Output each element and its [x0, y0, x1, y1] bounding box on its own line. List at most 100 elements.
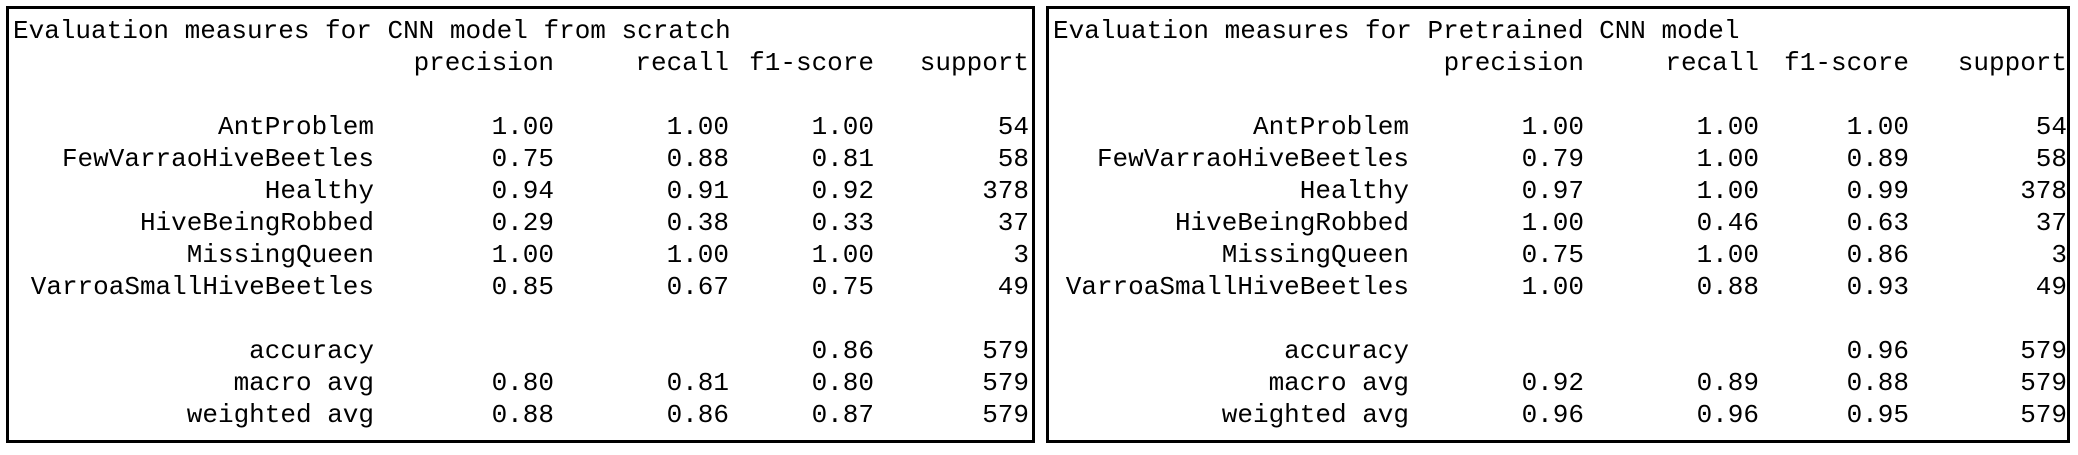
recall-cell: 1.00	[666, 112, 729, 142]
f1-score-cell: 0.87	[811, 400, 874, 430]
recall-cell: 0.88	[1696, 272, 1759, 302]
summary-row: weighted avg 0.96 0.96 0.95 579	[1049, 399, 2067, 431]
recall-cell	[554, 335, 729, 367]
class-row: FewVarraoHiveBeetles 0.79 1.00 0.89 58	[1049, 143, 2067, 175]
recall-cell: 1.00	[1696, 112, 1759, 142]
row-label-cell: Healthy	[264, 176, 374, 206]
class-row: VarroaSmallHiveBeetles 1.00 0.88 0.93 49	[1049, 271, 2067, 303]
support-cell: 49	[997, 272, 1029, 302]
recall-cell: 0.67	[666, 272, 729, 302]
f1-score-cell: 1.00	[811, 112, 874, 142]
support-cell: 378	[982, 176, 1029, 206]
row-label-cell: HiveBeingRobbed	[1174, 208, 1409, 238]
precision-cell: 0.96	[1521, 400, 1584, 430]
summary-row: macro avg 0.80 0.81 0.80 579	[9, 367, 1029, 399]
support-cell: support	[1957, 48, 2067, 78]
row-label-cell: MissingQueen	[186, 240, 374, 270]
support-cell: 54	[997, 112, 1029, 142]
class-row: HiveBeingRobbed 1.00 0.46 0.63 37	[1049, 207, 2067, 239]
precision-cell: precision	[1443, 48, 1584, 78]
f1-score-cell: f1-score	[1784, 48, 1909, 78]
summary-row: macro avg 0.92 0.89 0.88 579	[1049, 367, 2067, 399]
recall-cell: recall	[635, 48, 729, 78]
row-label-cell: FewVarraoHiveBeetles	[1096, 144, 1409, 174]
class-row: VarroaSmallHiveBeetles 0.85 0.67 0.75 49	[9, 271, 1029, 303]
f1-score-cell: 0.99	[1846, 176, 1909, 206]
f1-score-cell: 0.96	[1846, 336, 1909, 366]
precision-cell: 1.00	[1521, 272, 1584, 302]
row-label-cell: weighted avg	[186, 400, 374, 430]
spacer-row	[9, 303, 1029, 335]
classification-report-table: precision recall f1-score support AntProblem…	[1049, 47, 2067, 431]
recall-cell: 0.91	[666, 176, 729, 206]
precision-cell: 0.29	[491, 208, 554, 238]
f1-score-cell: 0.81	[811, 144, 874, 174]
f1-score-cell: f1-score	[749, 48, 874, 78]
support-cell: 579	[2020, 368, 2067, 398]
report-panel-pretrained: Evaluation measures for Pretrained CNN m…	[1046, 6, 2070, 443]
recall-cell: 1.00	[1696, 144, 1759, 174]
support-cell: 579	[982, 368, 1029, 398]
support-cell: 579	[2020, 336, 2067, 366]
precision-cell: 0.97	[1521, 176, 1584, 206]
support-cell: 3	[2051, 240, 2067, 270]
support-cell: 579	[982, 400, 1029, 430]
f1-score-cell: 0.93	[1846, 272, 1909, 302]
precision-cell: 0.88	[491, 400, 554, 430]
recall-cell: 0.86	[666, 400, 729, 430]
precision-cell: 0.75	[491, 144, 554, 174]
support-cell: 579	[982, 336, 1029, 366]
precision-cell: 0.92	[1521, 368, 1584, 398]
support-cell: 37	[2035, 208, 2067, 238]
header-row: precision recall f1-score support	[1049, 47, 2067, 79]
class-row: HiveBeingRobbed 0.29 0.38 0.33 37	[9, 207, 1029, 239]
f1-score-cell: 0.88	[1846, 368, 1909, 398]
recall-cell: recall	[1665, 48, 1759, 78]
class-row: MissingQueen 0.75 1.00 0.86 3	[1049, 239, 2067, 271]
summary-row: accuracy 0.86 579	[9, 335, 1029, 367]
row-label-cell: macro avg	[1268, 368, 1409, 398]
f1-score-cell: 0.75	[811, 272, 874, 302]
f1-score-cell: 0.89	[1846, 144, 1909, 174]
recall-cell: 0.46	[1696, 208, 1759, 238]
recall-cell: 0.89	[1696, 368, 1759, 398]
f1-score-cell: 1.00	[1846, 112, 1909, 142]
f1-score-cell: 1.00	[811, 240, 874, 270]
precision-cell: 0.94	[491, 176, 554, 206]
row-label-cell	[9, 47, 374, 79]
f1-score-cell: 0.92	[811, 176, 874, 206]
row-label-cell	[1049, 47, 1409, 79]
row-label-cell: AntProblem	[217, 112, 374, 142]
classification-report-table: precision recall f1-score support AntProblem…	[9, 47, 1029, 431]
recall-cell: 1.00	[1696, 240, 1759, 270]
row-label-cell: AntProblem	[1252, 112, 1409, 142]
support-cell: 54	[2035, 112, 2067, 142]
row-label-cell: macro avg	[233, 368, 374, 398]
precision-cell	[374, 335, 554, 367]
panel-title: Evaluation measures for Pretrained CNN m…	[1053, 16, 1740, 46]
summary-row: accuracy 0.96 579	[1049, 335, 2067, 367]
precision-cell	[1409, 335, 1584, 367]
support-cell: 37	[997, 208, 1029, 238]
class-row: AntProblem 1.00 1.00 1.00 54	[1049, 111, 2067, 143]
support-cell: 58	[2035, 144, 2067, 174]
spacer-row	[1049, 79, 2067, 111]
precision-cell: 0.75	[1521, 240, 1584, 270]
row-label-cell: MissingQueen	[1221, 240, 1409, 270]
class-row: MissingQueen 1.00 1.00 1.00 3	[9, 239, 1029, 271]
recall-cell: 0.38	[666, 208, 729, 238]
header-row: precision recall f1-score support	[9, 47, 1029, 79]
f1-score-cell: 0.86	[1846, 240, 1909, 270]
row-label-cell: FewVarraoHiveBeetles	[61, 144, 374, 174]
support-cell: 58	[997, 144, 1029, 174]
support-cell: support	[919, 48, 1029, 78]
row-label-cell: HiveBeingRobbed	[139, 208, 374, 238]
recall-cell: 1.00	[1696, 176, 1759, 206]
f1-score-cell: 0.33	[811, 208, 874, 238]
panel-title: Evaluation measures for CNN model from s…	[13, 16, 731, 46]
recall-cell: 0.88	[666, 144, 729, 174]
recall-cell: 1.00	[666, 240, 729, 270]
spacer-row	[9, 79, 1029, 111]
support-cell: 378	[2020, 176, 2067, 206]
precision-cell: precision	[413, 48, 554, 78]
